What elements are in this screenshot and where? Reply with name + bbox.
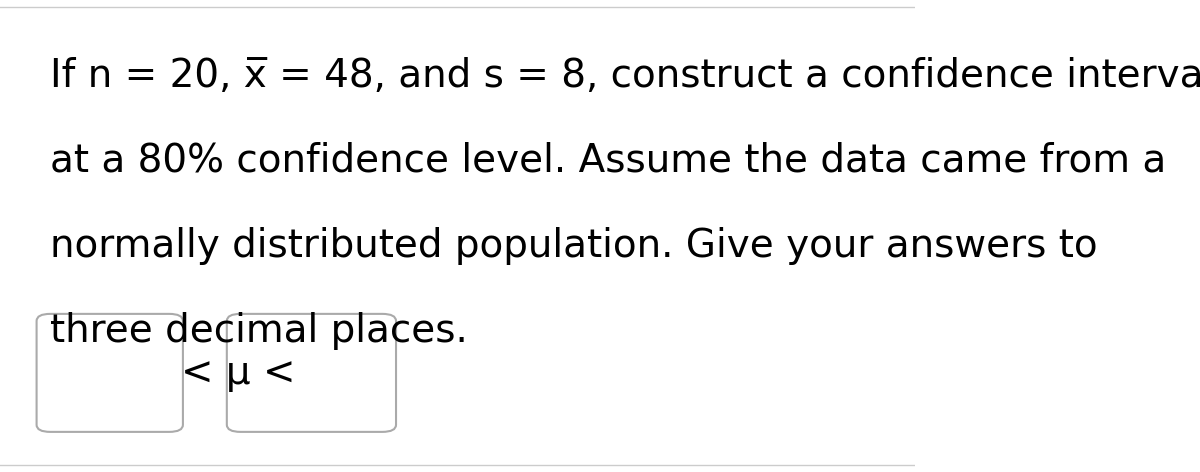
- FancyBboxPatch shape: [36, 314, 182, 432]
- Text: normally distributed population. Give your answers to: normally distributed population. Give yo…: [50, 227, 1098, 265]
- Text: < μ <: < μ <: [181, 354, 295, 392]
- Text: three decimal places.: three decimal places.: [50, 312, 468, 350]
- Text: at a 80% confidence level. Assume the data came from a: at a 80% confidence level. Assume the da…: [50, 142, 1166, 180]
- Text: If n = 20, x̅ = 48, and s = 8, construct a confidence interval: If n = 20, x̅ = 48, and s = 8, construct…: [50, 57, 1200, 95]
- FancyBboxPatch shape: [227, 314, 396, 432]
